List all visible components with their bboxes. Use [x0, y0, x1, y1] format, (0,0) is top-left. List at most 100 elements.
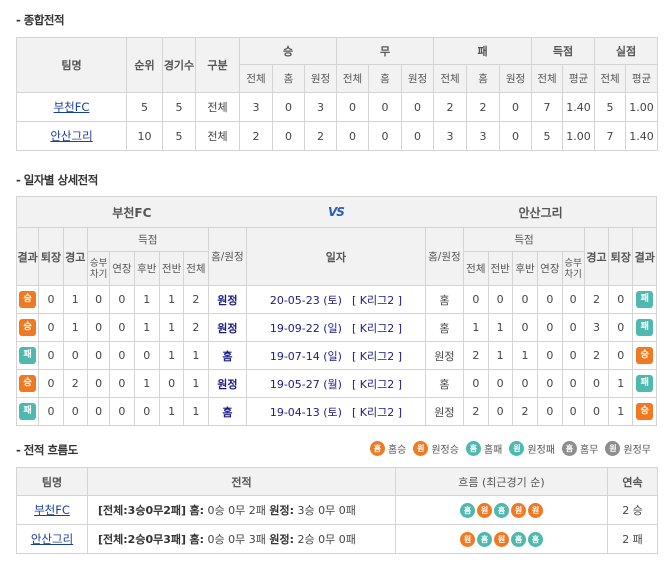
cell-date: 20-05-23 (토) [ K리그2 ]	[246, 285, 426, 314]
cell-total: 1	[183, 397, 209, 426]
win-badge: 승	[19, 291, 37, 308]
cell-total: 2	[183, 285, 209, 314]
lose-badge: 패	[636, 319, 654, 336]
cell-second-half: 1	[511, 341, 539, 370]
cell-warning: 0	[62, 397, 88, 426]
header-trend: 흐름 (최근경기 순)	[395, 467, 608, 496]
cell-team: 안산그리	[16, 524, 88, 554]
cell-sent-off: 1	[608, 397, 634, 426]
legend-label: 원정패	[527, 445, 555, 456]
cell-lose-home: 2	[466, 92, 501, 122]
cell-result: 패	[632, 285, 657, 314]
cell-draw-total: 0	[336, 121, 370, 151]
cell-result: 승	[632, 397, 657, 426]
cell-first-half: 1	[487, 313, 513, 342]
header-warning: 경고	[583, 227, 610, 286]
team-link[interactable]: 부천FC	[34, 503, 70, 517]
cell-shootout: 0	[86, 397, 111, 426]
table-row: 패 0 0 0 0 0 1 1 홈 19-07-14 (일)[ K리그2 ] 원정 2 1 1 0 0 2 0 승	[15, 341, 657, 370]
team-link-bucheon[interactable]: 부천FC	[53, 100, 90, 114]
cell-warning: 0	[583, 369, 610, 398]
cell-lose-total: 3	[433, 121, 468, 151]
cell-sent-off: 0	[38, 341, 64, 370]
cell-games: 5	[162, 121, 196, 151]
subheader-first: 전반	[487, 251, 513, 286]
subheader-first: 전반	[158, 251, 185, 286]
cell-date: 19-04-13 (토) [ K리그2 ]	[246, 397, 426, 426]
legend-icon: 홈	[369, 441, 385, 456]
cell-extra: 0	[109, 397, 135, 426]
subheader-avg: 평균	[625, 64, 659, 93]
team-link[interactable]: 안산그리	[30, 532, 74, 546]
cell-second-half: 0	[511, 313, 539, 342]
cell-draw-away: 0	[401, 121, 435, 151]
trend-icon: 원	[477, 502, 492, 518]
win-badge: 승	[636, 403, 654, 420]
cell-result: 승	[632, 341, 657, 370]
header-team: 팀명	[16, 467, 88, 496]
cell-venue: 홈	[424, 369, 465, 398]
cell-venue: 원정	[207, 285, 248, 314]
legend-icon: 홈	[561, 441, 577, 456]
vs-icon: VS	[327, 205, 345, 219]
cell-type: 전체	[195, 92, 240, 122]
subheader-second: 후반	[511, 251, 539, 286]
cell-sent-off: 0	[608, 285, 634, 314]
cell-win-total: 2	[239, 121, 273, 151]
record-home-label: 홈:	[189, 504, 205, 517]
cell-extra: 0	[537, 397, 563, 426]
cell-warning: 1	[62, 285, 88, 314]
cell-warning: 2	[583, 341, 610, 370]
section-title-flow: - 전적 흐름도	[16, 443, 78, 457]
win-badge: 승	[19, 375, 37, 392]
cell-shootout: 0	[561, 341, 585, 370]
header-venue: 홈/원정	[207, 227, 248, 286]
cell-shootout: 0	[561, 285, 585, 314]
cell-venue: 홈	[207, 397, 248, 426]
cell-total: 1	[463, 313, 489, 342]
cell-rank: 10	[126, 121, 163, 151]
subheader-shootout: 승부차기	[561, 251, 585, 286]
cell-sent-off: 0	[38, 285, 64, 314]
match-date: 19-05-27 (월)	[269, 377, 342, 391]
cell-warning: 0	[583, 397, 610, 426]
team-link-ansan[interactable]: 안산그리	[50, 129, 93, 143]
trend-icon: 원	[528, 502, 543, 518]
match-date: 20-05-23 (토)	[269, 293, 342, 307]
cell-first-half: 1	[158, 397, 185, 426]
cell-date: 19-07-14 (일) [ K리그2 ]	[246, 341, 426, 370]
cell-venue: 홈	[424, 285, 465, 314]
cell-scored-avg: 1.40	[562, 92, 596, 122]
cell-first-half: 1	[487, 341, 513, 370]
cell-win-home: 0	[272, 121, 305, 151]
header-rank: 순위	[126, 37, 163, 93]
win-badge: 승	[636, 347, 654, 364]
cell-conceded-total: 5	[594, 92, 627, 122]
cell-total: 2	[463, 397, 489, 426]
cell-extra: 0	[109, 313, 135, 342]
subheader-home: 홈	[466, 64, 501, 93]
cell-result: 패	[15, 341, 40, 370]
header-date: 일자	[246, 227, 426, 286]
subheader-total: 전체	[463, 251, 489, 286]
trend-icon: 홈	[460, 502, 475, 518]
trend-icon: 홈	[511, 531, 526, 547]
subheader-total: 전체	[531, 64, 564, 93]
header-streak: 연속	[607, 467, 658, 496]
match-date: 19-07-14 (일)	[269, 349, 342, 363]
cell-second-half: 0	[511, 369, 539, 398]
cell-win-away: 3	[303, 92, 338, 122]
trend-icon: 원	[460, 531, 475, 547]
record-home-label: 홈:	[189, 533, 205, 546]
cell-streak: 2 승	[607, 495, 658, 525]
cell-first-half: 0	[487, 369, 513, 398]
cell-date: 19-05-27 (월) [ K리그2 ]	[246, 369, 426, 398]
lose-badge: 패	[19, 403, 37, 420]
header-scored: 득점	[86, 227, 209, 252]
cell-shootout: 0	[561, 313, 585, 342]
cell-total: 0	[463, 285, 489, 314]
cell-venue: 원정	[207, 313, 248, 342]
league-label: [ K리그2 ]	[351, 405, 402, 419]
section-title-daily: - 일자별 상세전적	[16, 173, 98, 187]
